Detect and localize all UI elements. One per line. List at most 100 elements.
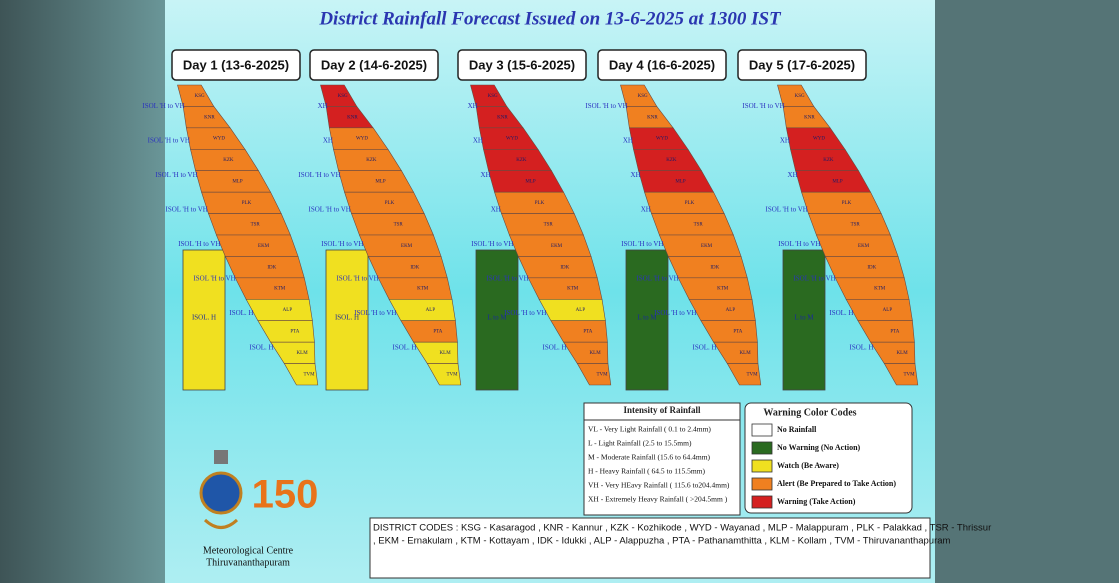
forecast-label: ISOL 'H to VH	[321, 240, 363, 248]
district-code: IDK	[267, 265, 276, 270]
forecast-label: XH	[491, 205, 501, 213]
forecast-label: ISOL 'H to VH	[636, 274, 678, 282]
emblem-circle	[199, 471, 243, 515]
district-code: PLK	[385, 201, 395, 206]
forecast-label: XH	[318, 102, 328, 110]
district-code: TVM	[596, 372, 608, 377]
district-code: PTA	[290, 330, 299, 335]
district-code: TVM	[903, 372, 915, 377]
blur-left	[0, 0, 165, 583]
forecast-label: ISOL. H	[829, 309, 853, 317]
district-code: PLK	[842, 201, 852, 206]
district-code: KNR	[804, 115, 815, 120]
island-label: L to M	[794, 314, 814, 322]
district-code: KLM	[590, 351, 602, 356]
warning-label: Watch (Be Aware)	[777, 461, 839, 470]
org-city: Thiruvananthapuram	[206, 557, 290, 568]
codes-line: DISTRICT CODES : KSG - Kasaragod , KNR -…	[373, 523, 991, 534]
warning-swatch	[751, 495, 773, 509]
district	[234, 277, 310, 300]
intensity-list: VL - Very Light Rainfall ( 0.1 to 2.4mm)…	[588, 425, 730, 504]
forecast-label: ISOL 'H to VH	[654, 309, 696, 317]
district-code: TVM	[303, 372, 315, 377]
district-code: IDK	[410, 265, 419, 270]
district-code: ALP	[883, 308, 893, 313]
forecast-label: ISOL 'H to VH	[742, 102, 784, 110]
forecast-label: ISOL 'H to VH	[166, 205, 208, 213]
district-code: TSR	[851, 222, 861, 227]
district-code: KTM	[874, 287, 886, 292]
district-code: KLM	[297, 351, 309, 356]
district	[808, 213, 891, 236]
district	[501, 213, 584, 236]
district-code: WYD	[656, 137, 668, 142]
warning-box	[744, 402, 913, 514]
codes-box	[369, 517, 931, 579]
forecast-label: ISOL. H	[542, 343, 566, 351]
intensity-item: H - Heavy Rainfall ( 64.5 to 115.5mm)	[588, 467, 705, 476]
forecast-label: ISOL 'H to VH	[766, 205, 808, 213]
district-code: KSG	[195, 94, 205, 99]
warning-swatch	[751, 477, 773, 491]
forecast-label: XH	[631, 171, 641, 179]
district	[517, 256, 598, 279]
island-box	[475, 249, 519, 391]
day-box	[171, 49, 301, 81]
district	[367, 256, 448, 279]
district-code: KZK	[223, 158, 234, 163]
forecast-label: ISOL 'H to VH	[354, 309, 396, 317]
district-code: ALP	[426, 308, 436, 313]
district	[576, 363, 612, 386]
warning-swatch	[751, 423, 773, 437]
district-code: KTM	[567, 287, 579, 292]
district-code: ALP	[576, 308, 586, 313]
codes-line: , EKM - Ernakulam , KTM - Kottayam , IDK…	[373, 536, 951, 547]
forecast-label: ISOL 'H to VH	[142, 102, 184, 110]
forecast-label: XH	[623, 136, 633, 144]
district-code: KNR	[647, 115, 658, 120]
warning-label: No Rainfall	[777, 425, 817, 434]
district-code: WYD	[213, 137, 225, 142]
district	[245, 298, 313, 322]
day-box	[309, 49, 439, 81]
district-code: WYD	[506, 137, 518, 142]
district	[527, 277, 603, 300]
intensity-item: XH - Extremely Heavy Rainfall ( >204.5mm…	[588, 495, 728, 504]
district-code: KSG	[488, 94, 498, 99]
district	[824, 256, 905, 279]
district-code: KTM	[417, 287, 429, 292]
day-box	[597, 49, 727, 81]
district	[351, 213, 434, 236]
warning-label: No Warning (No Action)	[777, 443, 861, 452]
maps: Day 1 (13-6-2025) ISOL. H KSG KNR WYD KZK MLP P…	[142, 49, 919, 391]
district	[651, 213, 734, 236]
forecast-label: ISOL. H	[229, 309, 253, 317]
district	[283, 363, 319, 386]
intensity-box	[583, 402, 741, 516]
district-code: PTA	[583, 330, 592, 335]
forecast-label: XH	[473, 136, 483, 144]
imd-emblem	[199, 450, 243, 529]
district-code: EKM	[551, 244, 563, 249]
island-box	[625, 249, 669, 391]
island-label: L to M	[637, 314, 657, 322]
warning-label: Alert (Be Prepared to Take Action)	[777, 479, 896, 488]
district-code: KNR	[204, 115, 215, 120]
forecast-label: ISOL. H	[692, 343, 716, 351]
district	[834, 277, 910, 300]
district-code: ALP	[726, 308, 736, 313]
forecast-label: ISOL 'H to VH	[504, 309, 546, 317]
day-label: Day 1 (13-6-2025)	[183, 57, 289, 72]
district-code: KZK	[823, 158, 834, 163]
day-box	[457, 49, 587, 81]
forecast-label: ISOL 'H to VH	[471, 240, 513, 248]
district-code: PTA	[733, 330, 742, 335]
forecast-label: ISOL 'H to VH	[585, 102, 627, 110]
warning-list: No Rainfall No Warning (No Action) Watch (…	[751, 423, 896, 509]
district-code: TSR	[544, 222, 554, 227]
intensity-title: Intensity of Rainfall	[623, 405, 701, 415]
district-code: KSG	[795, 94, 805, 99]
district-code: TVM	[746, 372, 758, 377]
intensity-item: VH - Very HEavy Rainfall ( 115.6 to204.4…	[588, 481, 730, 490]
